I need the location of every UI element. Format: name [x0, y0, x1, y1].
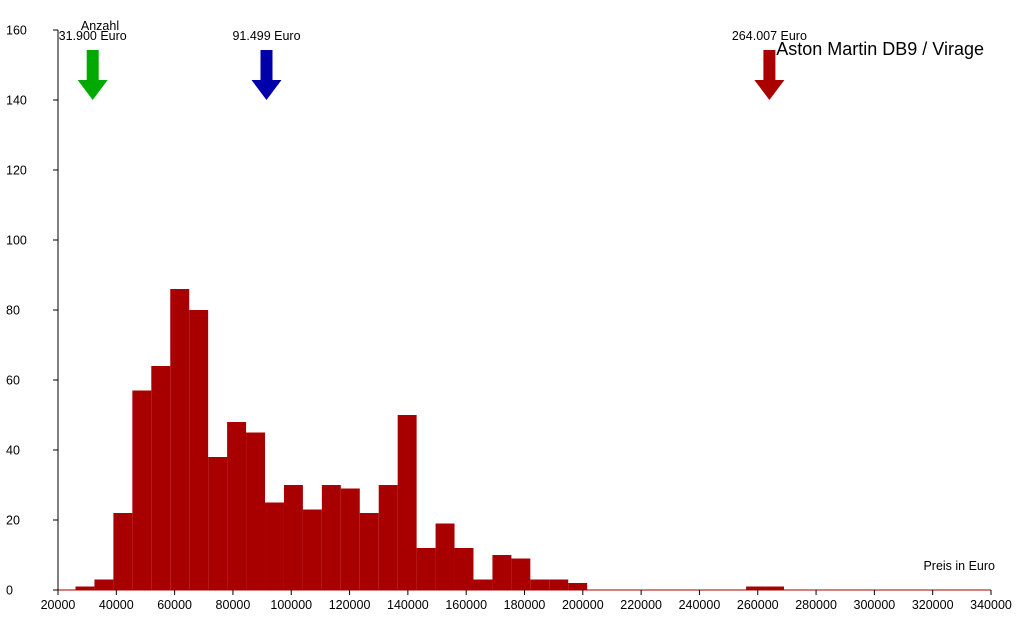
x-tick-label: 40000 — [99, 598, 134, 612]
down-arrow-icon — [754, 50, 785, 100]
histogram-bar — [170, 289, 190, 590]
y-tick-label: 160 — [6, 24, 27, 38]
x-ticks: 20000 40000 60000 80000 100000 120000 140000 16… — [41, 590, 1012, 612]
x-tick-label: 160000 — [445, 598, 487, 612]
histogram-bar — [227, 422, 247, 590]
price-marker-label: 91.499 Euro — [232, 29, 300, 43]
histogram-bar — [397, 415, 417, 590]
price-marker: 31.900 Euro — [59, 29, 127, 100]
x-tick-label: 320000 — [912, 598, 954, 612]
x-tick-label: 240000 — [679, 598, 721, 612]
histogram-bar — [189, 310, 209, 590]
histogram-bar — [746, 586, 766, 590]
histogram-bar — [94, 579, 114, 590]
y-tick-label: 40 — [6, 444, 20, 458]
x-tick-label: 340000 — [970, 598, 1012, 612]
histogram-bar — [113, 513, 133, 590]
histogram-bar — [416, 548, 436, 590]
x-tick-label: 20000 — [41, 598, 76, 612]
price-marker: 91.499 Euro — [232, 29, 301, 100]
histogram-bar — [435, 523, 455, 590]
chart-title: Aston Martin DB9 / Virage — [776, 39, 984, 59]
x-tick-label: 120000 — [329, 598, 371, 612]
histogram-bar — [265, 502, 284, 590]
histogram-bar — [378, 485, 398, 590]
histogram-bar — [302, 509, 322, 590]
price-annotations: 31.900 Euro 91.499 Euro 264.007 Euro — [59, 29, 807, 100]
price-marker: 264.007 Euro — [732, 29, 807, 100]
x-tick-label: 220000 — [620, 598, 662, 612]
histogram-bar — [359, 513, 379, 590]
histogram-bar — [473, 579, 493, 590]
price-marker-label: 31.900 Euro — [59, 29, 127, 43]
x-tick-label: 100000 — [270, 598, 312, 612]
y-axis-title: Anzahl — [81, 19, 119, 33]
x-axis-title: Preis in Euro — [923, 559, 995, 573]
histogram-bar — [530, 579, 550, 590]
y-tick-label: 0 — [6, 584, 13, 598]
histogram-bar — [132, 390, 152, 590]
histogram-bar — [246, 432, 266, 590]
bars-layer — [75, 289, 784, 590]
x-tick-label: 200000 — [562, 598, 604, 612]
down-arrow-icon — [77, 50, 108, 100]
x-tick-label: 60000 — [157, 598, 192, 612]
histogram-bar — [568, 583, 588, 590]
x-tick-label: 280000 — [795, 598, 837, 612]
histogram-bar — [283, 485, 303, 590]
down-arrow-icon — [251, 50, 282, 100]
x-tick-label: 80000 — [216, 598, 251, 612]
y-tick-label: 100 — [6, 234, 27, 248]
x-tick-label: 260000 — [737, 598, 779, 612]
y-ticks: 0 20 40 60 80 100 120 140 160 — [6, 24, 58, 598]
y-tick-label: 60 — [6, 374, 20, 388]
histogram-bar — [321, 485, 341, 590]
x-tick-label: 300000 — [854, 598, 896, 612]
histogram-bar — [151, 366, 171, 590]
histogram-bar — [492, 555, 512, 590]
x-tick-label: 180000 — [504, 598, 546, 612]
y-tick-label: 120 — [6, 164, 27, 178]
y-tick-label: 20 — [6, 514, 20, 528]
x-tick-label: 140000 — [387, 598, 429, 612]
histogram-bar — [511, 558, 531, 590]
histogram-bar — [549, 579, 569, 590]
y-tick-label: 80 — [6, 304, 20, 318]
histogram-bar — [765, 586, 784, 590]
price-marker-label: 264.007 Euro — [732, 29, 807, 43]
histogram-bar — [208, 457, 228, 590]
histogram-bar — [340, 488, 360, 590]
histogram-bar — [454, 548, 474, 590]
histogram-bar — [75, 586, 95, 590]
y-tick-label: 140 — [6, 94, 27, 108]
